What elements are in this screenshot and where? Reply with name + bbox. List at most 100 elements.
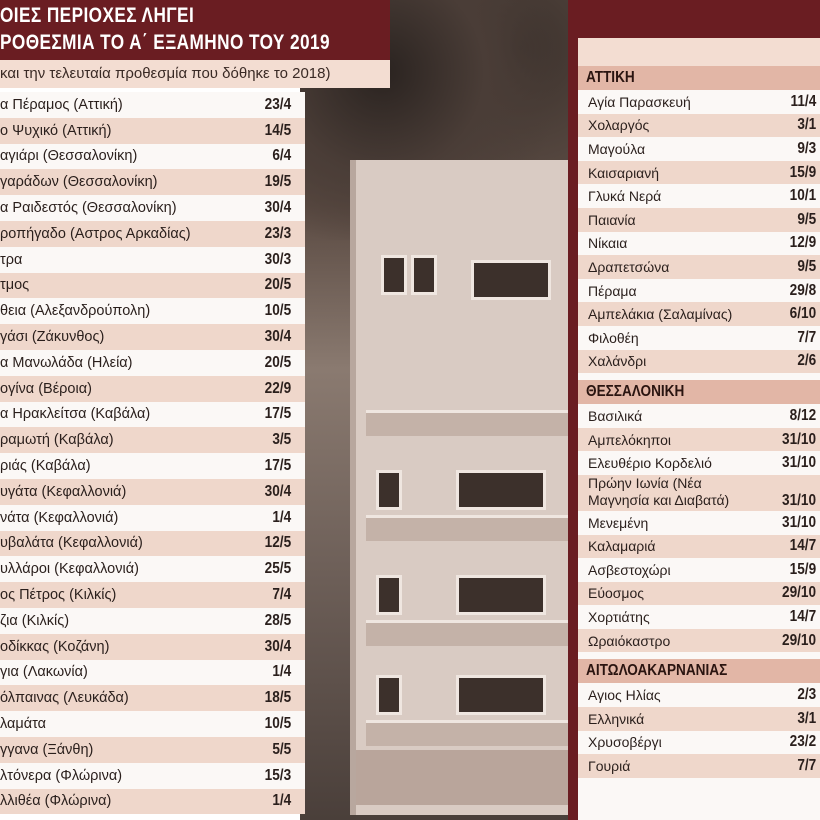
deadline-date: 23/2: [789, 733, 816, 751]
window: [456, 575, 546, 615]
deadline-date: 17/5: [264, 405, 291, 423]
table-row: Δραπετσώνα 9/5: [578, 255, 820, 279]
table-row: τρα 30/3: [0, 246, 305, 273]
table-row: γάσι (Ζάκυνθος) 30/4: [0, 324, 305, 350]
deadline-date: 31/10: [781, 454, 816, 472]
deadline-date: 10/5: [264, 715, 291, 733]
deadline-date: 6/4: [272, 147, 291, 165]
table-row: για (Λακωνία) 1/4: [0, 659, 305, 686]
deadline-date: 14/5: [264, 121, 291, 139]
panel-top-band: [568, 0, 820, 38]
deadline-date: 7/7: [797, 757, 816, 775]
table-row: Χαλάνδρι 2/6: [578, 349, 820, 374]
area-name: Πρώην Ιωνία (Νέα Μαγνησία και Διαβατά): [588, 474, 730, 508]
deadline-date: 30/4: [264, 637, 291, 655]
table-row: λαμάτα 10/5: [0, 711, 305, 737]
area-name: λτόνερα (Φλώρινα): [0, 767, 123, 784]
table-row: ραμωτή (Καβάλα) 3/5: [0, 427, 305, 454]
area-name: Γουριά: [588, 758, 631, 775]
table-row: υγάτα (Κεφαλλονιά) 30/4: [0, 478, 305, 505]
deadline-date: 28/5: [264, 611, 291, 629]
area-name: Χορτιάτης: [588, 609, 650, 626]
deadline-date: 17/5: [264, 457, 291, 475]
table-row: λλιθέα (Φλώρινα) 1/4: [0, 788, 305, 815]
section-header: ΘΕΣΣΑΛΟΝΙΚΗ: [578, 380, 820, 405]
section-header: ΑΤΤΙΚΗ: [578, 66, 820, 90]
table-row: Νίκαια 12/9: [578, 231, 820, 256]
area-name: Μαγούλα: [588, 140, 646, 157]
area-name: Καλαμαριά: [588, 538, 656, 555]
area-name: υβαλάτα (Κεφαλλονιά): [0, 535, 143, 552]
area-name: Ελευθέριο Κορδελιό: [588, 455, 712, 472]
area-name: Χρυσοβέργι: [588, 734, 662, 751]
table-row: Αγιος Ηλίας 2/3: [578, 683, 820, 708]
area-name: Φιλοθέη: [588, 329, 639, 346]
table-row: αγιάρι (Θεσσαλονίκη) 6/4: [0, 143, 305, 170]
deadline-date: 23/4: [264, 95, 291, 113]
area-name: ροπήγαδο (Αστρος Αρκαδίας): [0, 225, 191, 242]
table-row: Ελευθέριο Κορδελιό 31/10: [578, 451, 820, 475]
deadline-date: 2/6: [797, 352, 816, 370]
deadline-date: 8/12: [789, 406, 816, 424]
table-row: Αμπελόκηποι 31/10: [578, 427, 820, 452]
deadline-date: 14/7: [789, 537, 816, 555]
area-name: α Ραιδεστός (Θεσσαλονίκη): [0, 200, 177, 217]
area-name: για (Λακωνία): [0, 664, 88, 681]
deadline-date: 19/5: [264, 173, 291, 191]
window: [376, 470, 402, 510]
title-banner: ΟΙΕΣ ΠΕΡΙΟΧΕΣ ΛΗΓΕΙ ΡΟΘΕΣΜΙΑ ΤΟ Α΄ ΕΞΑΜΗ…: [0, 0, 390, 60]
deadline-date: 31/10: [781, 491, 816, 509]
table-row: Παιανία 9/5: [578, 207, 820, 232]
balcony: [366, 620, 575, 646]
deadline-date: 3/1: [797, 116, 816, 134]
table-row: Γλυκά Νερά 10/1: [578, 184, 820, 208]
table-row: θεια (Αλεξανδρούπολη) 10/5: [0, 298, 305, 325]
deadline-date: 12/5: [264, 534, 291, 552]
area-name: γάσι (Ζάκυνθος): [0, 329, 105, 346]
table-row: Μαγούλα 9/3: [578, 137, 820, 161]
table-row: Γουριά 7/7: [578, 754, 820, 778]
area-name: οδίκκας (Κοζάνη): [0, 638, 110, 655]
area-name: α Πέραμος (Αττική): [0, 96, 123, 113]
table-row: α Πέραμος (Αττική) 23/4: [0, 92, 305, 118]
area-name: τρα: [0, 251, 23, 268]
deadline-date: 29/8: [789, 281, 816, 299]
deadline-date: 29/10: [781, 631, 816, 649]
deadline-date: 7/7: [797, 328, 816, 346]
section-title: ΑΤΤΙΚΗ: [586, 69, 635, 86]
table-row: Πρώην Ιωνία (Νέα Μαγνησία και Διαβατά) 31…: [578, 474, 820, 511]
subtitle: και την τελευταία προθεσμία που δόθηκε τ…: [0, 60, 390, 88]
table-row: ροπήγαδο (Αστρος Αρκαδίας) 23/3: [0, 220, 305, 247]
deadline-date: 11/4: [790, 92, 816, 110]
area-name: Μενεμένη: [588, 514, 649, 531]
area-name: ο Ψυχικό (Αττική): [0, 122, 112, 139]
table-row: Ωραιόκαστρο 29/10: [578, 628, 820, 653]
deadline-date: 30/4: [264, 199, 291, 217]
deadline-date: 10/5: [264, 302, 291, 320]
deadline-date: 30/4: [264, 328, 291, 346]
window: [456, 470, 546, 510]
area-name: α Ηρακλείτσα (Καβάλα): [0, 406, 151, 423]
deadline-date: 31/10: [781, 513, 816, 531]
table-row: Χρυσοβέργι 23/2: [578, 730, 820, 755]
table-row: γαράδων (Θεσσαλονίκη) 19/5: [0, 169, 305, 196]
deadline-date: 3/1: [797, 709, 816, 727]
deadline-date: 20/5: [264, 353, 291, 371]
deadline-date: 25/5: [264, 560, 291, 578]
deadline-date: 3/5: [272, 431, 291, 449]
window: [381, 255, 407, 295]
table-row: ος Πέτρος (Κιλκίς) 7/4: [0, 582, 305, 608]
deadline-date: 22/9: [264, 379, 291, 397]
deadline-date: 23/3: [264, 224, 291, 242]
deadline-date: 9/5: [797, 257, 816, 275]
deadline-date: 30/3: [264, 250, 291, 268]
area-name: όλπαινας (Λευκάδα): [0, 690, 129, 707]
table-row: α Μανωλάδα (Ηλεία) 20/5: [0, 349, 305, 376]
table-row: α Ραιδεστός (Θεσσαλονίκη) 30/4: [0, 195, 305, 221]
area-name: λλιθέα (Φλώρινα): [0, 793, 112, 810]
deadline-date: 15/9: [789, 163, 816, 181]
area-name: Αγία Παρασκευή: [588, 93, 691, 110]
area-name: Νίκαια: [588, 235, 628, 252]
sections-container: ΑΤΤΙΚΗ Αγία Παρασκευή 11/4 Χολαργός 3/1 Μαγού…: [578, 66, 820, 778]
area-name: ος Πέτρος (Κιλκίς): [0, 587, 117, 604]
